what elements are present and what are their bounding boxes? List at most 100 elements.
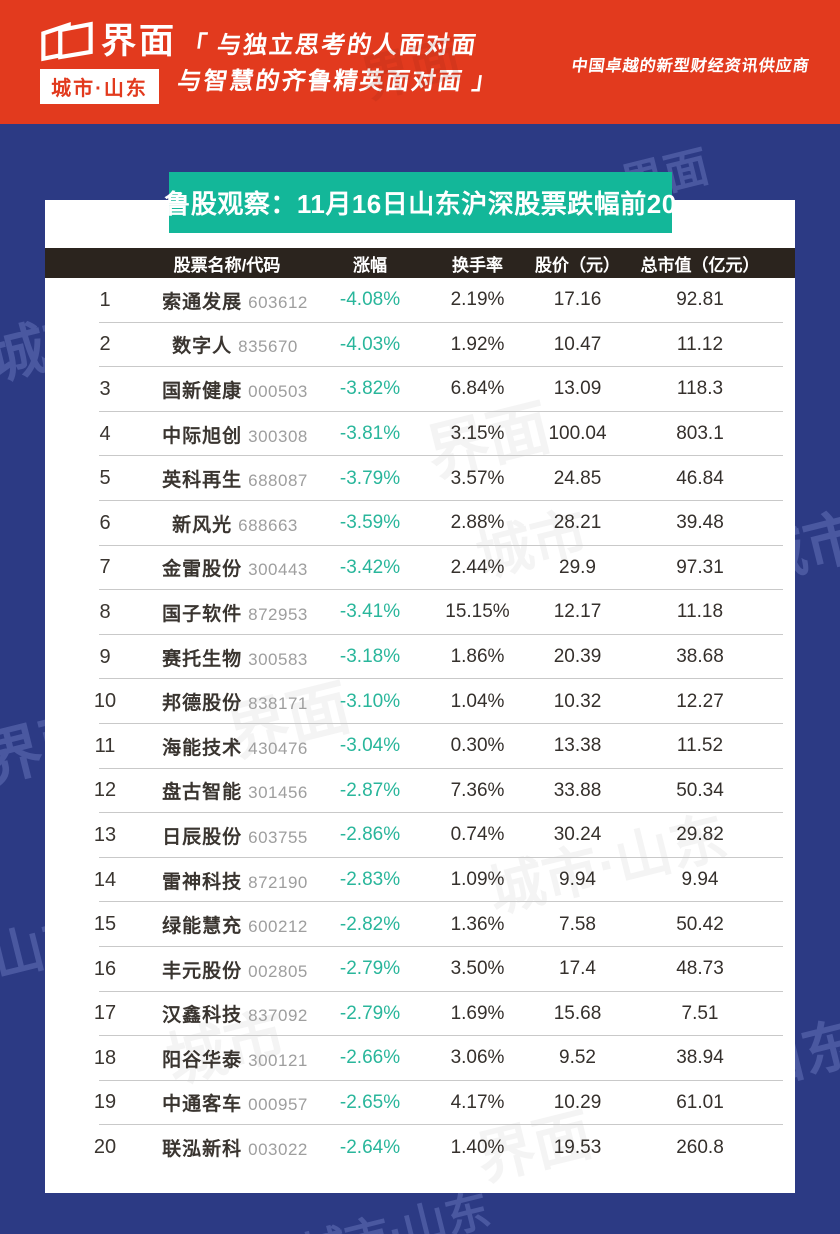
table-row: 10 邦德股份 838171 -3.10% 1.04% 10.32 12.27 <box>45 679 795 724</box>
change-cell: -3.81% <box>339 423 401 445</box>
stock-name: 中通客车 <box>162 1094 243 1116</box>
stock-name: 丰元股份 <box>162 960 243 982</box>
stock-code: 688663 <box>238 515 298 535</box>
marketcap-cell: 38.68 <box>676 646 724 668</box>
rank-cell: 7 <box>99 556 111 579</box>
stock-code: 300443 <box>248 560 308 580</box>
table-header: 股票名称/代码 涨幅 换手率 股价（元） 总市值（亿元） <box>45 248 795 278</box>
turnover-cell: 1.69% <box>450 1002 505 1024</box>
rank-cell: 12 <box>93 779 117 802</box>
table-row: 12 盘古智能 301456 -2.87% 7.36% 33.88 50.34 <box>45 769 795 814</box>
stock-name-cell: 国子软件 872953 <box>155 599 335 626</box>
table-row: 14 雷神科技 872190 -2.83% 1.09% 9.94 9.94 <box>45 858 795 903</box>
jiemian-logo-icon <box>41 21 93 62</box>
price-cell: 17.4 <box>559 958 596 980</box>
price-cell: 15.68 <box>553 1002 602 1024</box>
table-row: 15 绿能慧充 600212 -2.82% 1.36% 7.58 50.42 <box>45 902 795 947</box>
stock-code: 430476 <box>248 738 308 758</box>
rank-cell: 5 <box>99 467 111 490</box>
change-cell: -2.83% <box>339 869 401 891</box>
stock-code: 301456 <box>248 783 308 803</box>
change-cell: -3.10% <box>339 690 401 712</box>
stock-code: 000957 <box>248 1095 308 1115</box>
price-cell: 30.24 <box>553 824 602 846</box>
table-row: 20 联泓新科 003022 -2.64% 1.40% 19.53 260.8 <box>45 1125 795 1170</box>
rank-cell: 19 <box>93 1091 117 1114</box>
column-header-turnover: 换手率 <box>452 255 503 275</box>
table-row: 11 海能技术 430476 -3.04% 0.30% 13.38 11.52 <box>45 724 795 769</box>
stock-name-cell: 绿能慧充 600212 <box>155 911 335 938</box>
stock-name: 阳谷华泰 <box>162 1049 243 1071</box>
table-row: 17 汉鑫科技 837092 -2.79% 1.69% 15.68 7.51 <box>45 992 795 1037</box>
rank-cell: 11 <box>94 734 116 757</box>
stock-name-cell: 海能技术 430476 <box>155 733 335 760</box>
table-row: 16 丰元股份 002805 -2.79% 3.50% 17.4 48.73 <box>45 947 795 992</box>
turnover-cell: 1.04% <box>450 690 505 712</box>
stock-code: 688087 <box>248 471 308 491</box>
price-cell: 13.38 <box>553 735 602 757</box>
price-cell: 9.94 <box>559 869 596 891</box>
stock-name-cell: 数字人 835670 <box>155 331 335 358</box>
stock-name-cell: 日辰股份 603755 <box>155 822 335 849</box>
stock-name-cell: 国新健康 000503 <box>155 376 335 403</box>
price-cell: 10.47 <box>553 333 602 355</box>
rank-cell: 8 <box>99 600 111 623</box>
stock-name: 日辰股份 <box>162 826 243 848</box>
price-cell: 12.17 <box>553 601 602 623</box>
stock-name: 英科再生 <box>162 470 243 492</box>
logo-block: 界面 城市·山东 <box>40 20 177 104</box>
stock-code: 002805 <box>248 961 308 981</box>
stock-name: 雷神科技 <box>162 871 243 893</box>
marketcap-cell: 9.94 <box>681 869 719 891</box>
change-cell: -3.79% <box>339 467 401 489</box>
table-row: 3 国新健康 000503 -3.82% 6.84% 13.09 118.3 <box>45 367 795 412</box>
price-cell: 10.29 <box>553 1091 602 1113</box>
stock-name-cell: 中通客车 000957 <box>155 1089 335 1116</box>
stock-name-cell: 雷神科技 872190 <box>155 867 335 894</box>
change-cell: -4.08% <box>339 289 401 311</box>
price-cell: 19.53 <box>553 1136 602 1158</box>
table-row: 4 中际旭创 300308 -3.81% 3.15% 100.04 803.1 <box>45 412 795 457</box>
column-header-change: 涨幅 <box>353 255 387 275</box>
marketcap-cell: 11.18 <box>676 601 724 623</box>
marketcap-cell: 11.52 <box>676 735 724 757</box>
marketcap-cell: 118.3 <box>676 378 724 400</box>
stock-code: 003022 <box>248 1140 308 1160</box>
turnover-cell: 0.74% <box>450 824 505 846</box>
rank-cell: 10 <box>93 690 117 713</box>
table-row: 8 国子软件 872953 -3.41% 15.15% 12.17 11.18 <box>45 590 795 635</box>
stock-name-cell: 阳谷华泰 300121 <box>155 1045 335 1072</box>
change-cell: -3.59% <box>339 512 401 534</box>
rank-cell: 9 <box>99 645 111 668</box>
change-cell: -2.82% <box>339 913 401 935</box>
table-row: 1 索通发展 603612 -4.08% 2.19% 17.16 92.81 <box>45 278 795 323</box>
change-cell: -2.79% <box>339 958 401 980</box>
stock-name-cell: 新风光 688663 <box>155 510 335 537</box>
stock-name-cell: 赛托生物 300583 <box>155 644 335 671</box>
marketcap-cell: 48.73 <box>676 958 724 980</box>
change-cell: -2.64% <box>339 1136 401 1158</box>
stock-code: 603755 <box>248 827 308 847</box>
stock-code: 835670 <box>238 337 298 357</box>
stock-name: 数字人 <box>172 336 233 358</box>
change-cell: -2.79% <box>339 1002 401 1024</box>
title-bar: 鲁股观察：11月16日山东沪深股票跌幅前20 <box>164 172 676 233</box>
stock-code: 300583 <box>248 649 308 669</box>
stock-name: 联泓新科 <box>162 1139 243 1161</box>
price-cell: 29.9 <box>559 556 596 578</box>
stock-name: 中际旭创 <box>162 425 243 447</box>
rank-cell: 17 <box>93 1002 117 1025</box>
stock-name: 海能技术 <box>162 737 243 759</box>
turnover-cell: 1.36% <box>450 913 505 935</box>
turnover-cell: 7.36% <box>450 779 505 801</box>
rank-cell: 20 <box>93 1136 117 1159</box>
change-cell: -2.66% <box>339 1047 401 1069</box>
column-header-marketcap: 总市值（亿元） <box>640 255 760 275</box>
price-cell: 7.58 <box>559 913 596 935</box>
price-cell: 24.85 <box>553 467 602 489</box>
stock-name-cell: 金雷股份 300443 <box>155 554 335 581</box>
turnover-cell: 2.88% <box>450 512 505 534</box>
stock-code: 872953 <box>248 604 308 624</box>
brand-name: 界面 <box>101 21 178 61</box>
marketcap-cell: 92.81 <box>676 289 724 311</box>
